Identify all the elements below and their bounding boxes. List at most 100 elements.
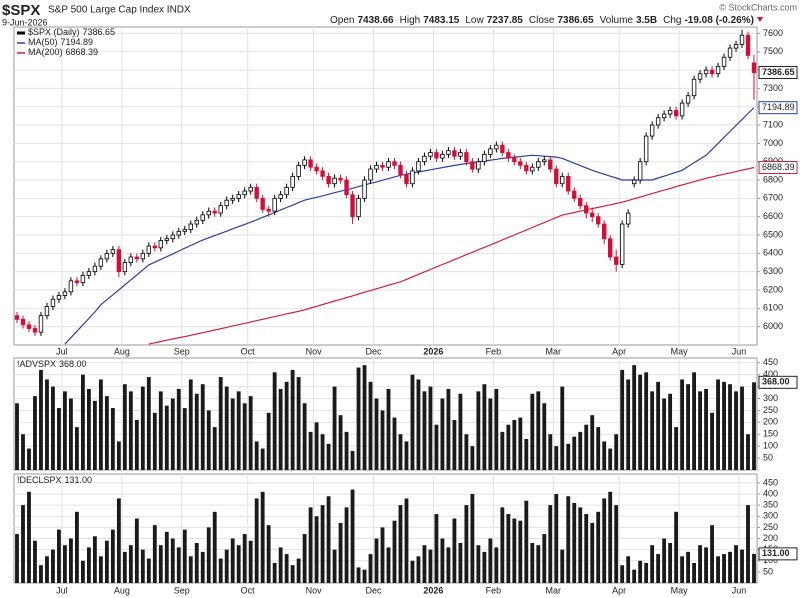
breadth-bar: [752, 553, 756, 583]
breadth-bar: [326, 443, 331, 470]
y-tick-label: 6100: [763, 303, 783, 313]
candle-body: [440, 153, 445, 159]
candle-body: [332, 177, 337, 185]
breadth-bar: [458, 393, 463, 470]
y-tick-label: 6300: [763, 266, 783, 276]
candle-body: [518, 161, 523, 166]
breadth-bar: [386, 547, 391, 583]
quote-label: Volume: [600, 15, 634, 26]
y-tick-label: 300: [763, 511, 778, 521]
breadth-bar: [530, 542, 535, 583]
candle-body: [356, 197, 361, 218]
breadth-bar: [140, 386, 145, 470]
breadth-bar: [452, 518, 457, 583]
candle-body: [631, 179, 637, 185]
breadth-bar: [566, 443, 571, 470]
breadth-bar: [392, 520, 397, 583]
breadth-bar: [710, 525, 714, 583]
candle-body: [80, 274, 86, 284]
y-tick-label: 200: [763, 417, 778, 427]
breadth-bar: [21, 505, 25, 583]
breadth-bar: [446, 547, 451, 583]
breadth-bar: [27, 491, 31, 583]
candle-body: [206, 210, 211, 216]
breadth-bar: [422, 391, 427, 470]
candle-body: [188, 223, 193, 230]
breadth-bar: [242, 534, 247, 583]
candle-body: [745, 34, 751, 56]
chart-date: 9-Jun-2026: [2, 17, 48, 27]
breadth-bar: [134, 518, 139, 583]
candle-body: [625, 212, 631, 225]
breadth-bar: [464, 434, 469, 470]
x-tick-label: Jun: [732, 346, 747, 356]
breadth-bar: [620, 369, 625, 470]
breadth-bar: [638, 560, 643, 583]
breadth-bar: [320, 505, 325, 583]
breadth-bar: [698, 391, 702, 470]
x-tick-label: Sep: [174, 346, 190, 356]
breadth-bar: [644, 562, 649, 583]
breadth-bar: [626, 379, 631, 470]
breadth-bar: [350, 450, 355, 470]
breadth-bar: [422, 545, 427, 583]
candle-body: [476, 161, 481, 170]
breadth-bar: [290, 565, 295, 583]
breadth-bar: [176, 388, 181, 470]
y-tick-label: 6500: [763, 229, 783, 239]
candle-body: [32, 328, 38, 333]
breadth-bar: [116, 441, 121, 470]
breadth-bar: [368, 554, 373, 583]
breadth-bar: [578, 507, 583, 583]
breadth-bar: [596, 427, 601, 470]
breadth-bar: [452, 419, 457, 470]
breadth-bar: [662, 398, 667, 470]
quote-label: Open: [330, 15, 354, 26]
breadth-bar: [710, 412, 714, 470]
breadth-bar: [158, 391, 163, 470]
candle-body: [602, 223, 607, 240]
breadth-bar: [278, 547, 283, 583]
candle-body: [649, 124, 655, 137]
y-tick-label: 450: [763, 357, 778, 367]
candle-body: [320, 170, 325, 177]
candle-body: [230, 197, 235, 201]
candle-body: [578, 197, 583, 207]
breadth-bar: [626, 556, 631, 583]
breadth-bar: [584, 514, 589, 583]
breadth-bar: [392, 417, 397, 470]
breadth-bar: [146, 377, 151, 470]
x-tick-label: Apr: [612, 346, 626, 356]
breadth-bar: [248, 396, 253, 470]
breadth-bar: [608, 448, 613, 470]
candle-body: [92, 265, 98, 273]
x-tick-label: Aug: [114, 346, 130, 356]
candle-body: [98, 258, 104, 267]
candle-body: [428, 152, 433, 157]
breadth-bar: [326, 496, 331, 583]
breadth-bar: [374, 398, 379, 470]
candle-body: [212, 210, 217, 214]
breadth-bar: [656, 554, 661, 583]
candle-body: [374, 164, 379, 170]
legend-entry: MA(50) 7194.89: [28, 37, 93, 47]
breadth-bar: [410, 560, 415, 583]
breadth-bar: [98, 556, 103, 583]
breadth-bar: [170, 538, 175, 583]
candle-body: [691, 78, 697, 97]
y-tick-label: 450: [763, 477, 778, 487]
breadth-bar: [488, 538, 493, 583]
breadth-bar: [746, 505, 750, 583]
candle-body: [284, 186, 289, 196]
breadth-bar: [332, 549, 337, 583]
breadth-bar: [602, 498, 607, 583]
candle-body: [697, 73, 703, 80]
quote-value: 7438.66: [357, 15, 394, 26]
y-tick-label: 7500: [763, 46, 783, 56]
candle-body: [613, 256, 619, 265]
breadth-bar: [668, 542, 673, 583]
breadth-bar: [560, 386, 565, 470]
breadth-bar: [57, 408, 61, 470]
panel-name: !ADVSPX: [17, 359, 56, 369]
